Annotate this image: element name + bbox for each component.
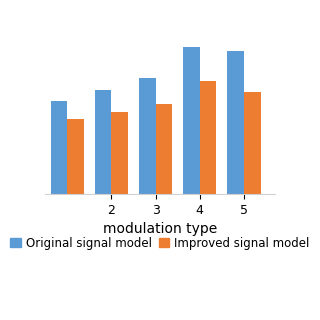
Bar (95, 90, 111, 194)
Bar (67, 119, 84, 194)
Bar (51, 101, 67, 194)
X-axis label: modulation type: modulation type (103, 222, 217, 236)
Bar (111, 112, 128, 194)
Bar (139, 78, 156, 194)
Bar (200, 81, 216, 194)
Bar (244, 92, 260, 194)
Legend: Original signal model, Improved signal model: Original signal model, Improved signal m… (6, 232, 314, 254)
Bar (227, 51, 244, 194)
Bar (156, 104, 172, 194)
Bar (183, 47, 200, 194)
